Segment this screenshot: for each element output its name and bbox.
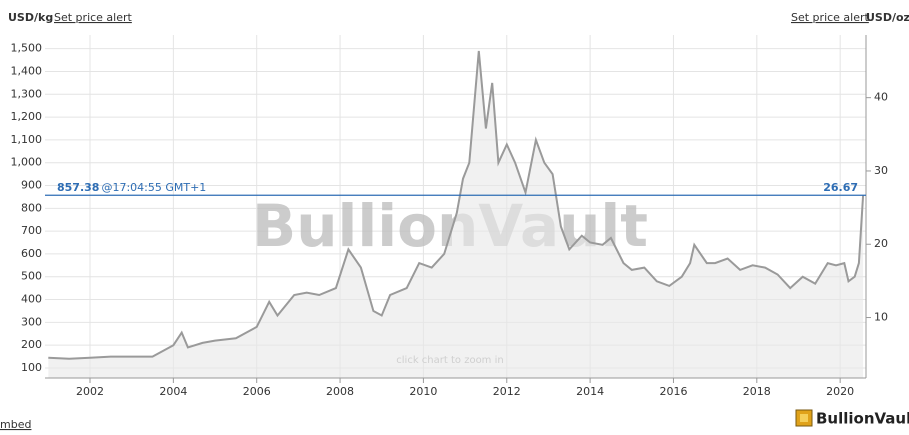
y-tick-label: 200 — [21, 338, 42, 351]
y-tick-label: 800 — [21, 201, 42, 214]
y-tick-label: 100 — [21, 361, 42, 374]
x-tick-label: 2018 — [743, 385, 771, 398]
x-tick-label: 2006 — [243, 385, 271, 398]
y-tick-label: 1,500 — [11, 42, 43, 55]
current-time: @17:04:55 GMT+1 — [101, 181, 206, 194]
logo-icon — [795, 409, 813, 427]
y-tick-label: 1,400 — [11, 64, 43, 77]
area — [48, 51, 864, 378]
y-tick-label: 1,000 — [11, 156, 43, 169]
x-tick-label: 2016 — [659, 385, 687, 398]
x-tick-label: 2008 — [326, 385, 354, 398]
x-tick-label: 2020 — [826, 385, 854, 398]
y-tick-label: 1,200 — [11, 110, 43, 123]
right-unit: USD/oz — [866, 11, 909, 24]
logo-text: BullionVault — [816, 410, 909, 428]
price-line — [48, 50, 865, 360]
y-tick-label: 900 — [21, 179, 42, 192]
left-unit: USD/kg — [8, 11, 53, 24]
x-tick-label: 2002 — [76, 385, 104, 398]
current-price-oz: 26.67 — [823, 181, 858, 194]
y-tick-label: 600 — [21, 247, 42, 260]
y-tick-label: 700 — [21, 224, 42, 237]
y-tick-label: 300 — [21, 315, 42, 328]
y-tick-label: 500 — [21, 270, 42, 283]
alert-link[interactable]: Set price alert — [54, 11, 133, 24]
current-price: 857.38 — [57, 181, 99, 194]
y2-tick-label: 10 — [874, 311, 888, 324]
x-tick-label: 2010 — [409, 385, 437, 398]
embed-link[interactable]: mbed — [0, 418, 31, 431]
x-tick-label: 2014 — [576, 385, 604, 398]
x-tick-label: 2012 — [493, 385, 521, 398]
y-tick-label: 400 — [21, 293, 42, 306]
y2-tick-label: 40 — [874, 91, 888, 104]
y-tick-label: 1,300 — [11, 87, 43, 100]
y-tick-label: 1,100 — [11, 133, 43, 146]
alert-link[interactable]: Set price alert — [791, 11, 870, 24]
x-tick-label: 2004 — [159, 385, 187, 398]
y2-tick-label: 20 — [874, 237, 888, 250]
y2-tick-label: 30 — [874, 164, 888, 177]
